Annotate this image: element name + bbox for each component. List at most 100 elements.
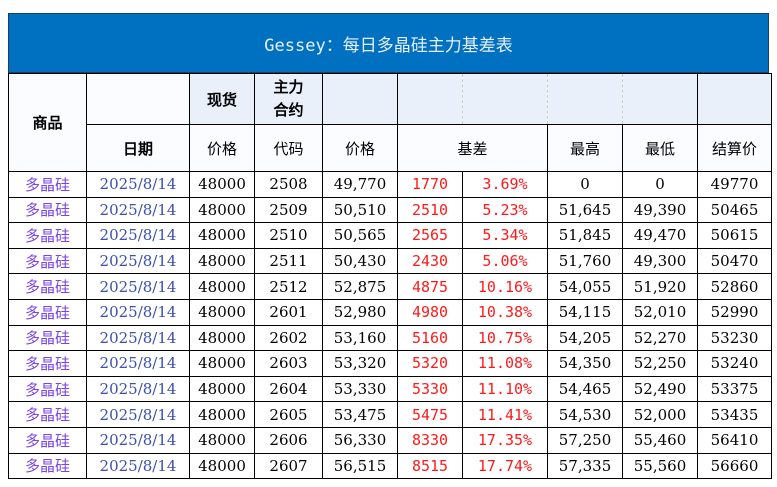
cell-date: 2025/8/14 bbox=[86, 247, 190, 275]
header-blank bbox=[322, 73, 398, 125]
cell-basis: 5475 bbox=[397, 401, 463, 428]
cell-product: 多晶硅 bbox=[8, 375, 87, 403]
table-row: 多晶硅 2025/8/14 48000 2510 50,565 2565 5.34% 51,8… bbox=[8, 222, 772, 249]
header-product: 商品 bbox=[8, 73, 87, 172]
cell-price: 52,980 bbox=[322, 298, 398, 326]
cell-basis-pct: 17.35% bbox=[462, 426, 548, 454]
cell-settle: 50615 bbox=[697, 222, 772, 249]
cell-price: 53,320 bbox=[322, 350, 398, 377]
table-row: 多晶硅 2025/8/14 48000 2509 50,510 2510 5.23% 51,6… bbox=[8, 196, 772, 224]
cell-settle: 56660 bbox=[697, 452, 772, 480]
cell-high: 57,250 bbox=[547, 426, 623, 454]
cell-basis-pct: 3.69% bbox=[462, 171, 548, 198]
cell-contract-code: 2603 bbox=[254, 350, 323, 377]
cell-contract-code: 2601 bbox=[254, 298, 323, 326]
cell-settle: 52990 bbox=[697, 298, 772, 326]
cell-settle: 50470 bbox=[697, 247, 772, 275]
basis-table-container: Gessey：每日多晶硅主力基差表 商品 现货 主力 合约 日期 价格 代码 价… bbox=[8, 13, 772, 480]
cell-basis-pct: 17.74% bbox=[462, 452, 548, 480]
header-price: 价格 bbox=[322, 124, 398, 172]
cell-date: 2025/8/14 bbox=[86, 196, 190, 224]
header-row-1: 商品 现货 主力 合约 bbox=[8, 73, 772, 172]
cell-contract-code: 2605 bbox=[254, 401, 323, 428]
table-title: Gessey：每日多晶硅主力基差表 bbox=[8, 13, 769, 73]
cell-settle: 53230 bbox=[697, 324, 772, 352]
cell-basis-pct: 11.41% bbox=[462, 401, 548, 428]
cell-price: 52,875 bbox=[322, 273, 398, 300]
header-low: 最低 bbox=[622, 124, 698, 172]
cell-contract-code: 2602 bbox=[254, 324, 323, 352]
cell-spot-price: 48000 bbox=[189, 298, 255, 326]
table-row: 多晶硅 2025/8/14 48000 2607 56,515 8515 17.74% 57,… bbox=[8, 452, 772, 480]
cell-high: 54,115 bbox=[547, 298, 623, 326]
cell-price: 49,770 bbox=[322, 171, 398, 198]
cell-basis-pct: 11.10% bbox=[462, 375, 548, 403]
cell-basis: 5320 bbox=[397, 350, 463, 377]
cell-product: 多晶硅 bbox=[8, 298, 87, 326]
cell-price: 50,430 bbox=[322, 247, 398, 275]
cell-date: 2025/8/14 bbox=[86, 452, 190, 480]
cell-settle: 52860 bbox=[697, 273, 772, 300]
cell-contract-code: 2512 bbox=[254, 273, 323, 300]
cell-date: 2025/8/14 bbox=[86, 350, 190, 377]
table-row: 多晶硅 2025/8/14 48000 2605 53,475 5475 11.41% 54,… bbox=[8, 401, 772, 428]
table-row: 多晶硅 2025/8/14 48000 2601 52,980 4980 10.38% 54,… bbox=[8, 298, 772, 326]
cell-basis: 8330 bbox=[397, 426, 463, 454]
basis-table: 商品 现货 主力 合约 日期 价格 代码 价格 基差 最高 最低 结算价 多晶硅… bbox=[8, 73, 772, 480]
cell-settle: 53435 bbox=[697, 401, 772, 428]
cell-low: 52,010 bbox=[622, 298, 698, 326]
cell-basis-pct: 5.34% bbox=[462, 222, 548, 249]
table-row: 多晶硅 2025/8/14 48000 2606 56,330 8330 17.35% 57,… bbox=[8, 426, 772, 454]
cell-product: 多晶硅 bbox=[8, 196, 87, 224]
cell-high: 57,335 bbox=[547, 452, 623, 480]
cell-basis: 2510 bbox=[397, 196, 463, 224]
cell-low: 49,470 bbox=[622, 222, 698, 249]
cell-basis-pct: 11.08% bbox=[462, 350, 548, 377]
cell-product: 多晶硅 bbox=[8, 222, 87, 249]
cell-low: 52,000 bbox=[622, 401, 698, 428]
header-blank bbox=[86, 73, 190, 125]
cell-low: 52,250 bbox=[622, 350, 698, 377]
cell-date: 2025/8/14 bbox=[86, 171, 190, 198]
cell-high: 51,760 bbox=[547, 247, 623, 275]
cell-price: 56,515 bbox=[322, 452, 398, 480]
cell-date: 2025/8/14 bbox=[86, 324, 190, 352]
cell-contract-code: 2510 bbox=[254, 222, 323, 249]
cell-price: 53,330 bbox=[322, 375, 398, 403]
cell-spot-price: 48000 bbox=[189, 196, 255, 224]
cell-basis: 4980 bbox=[397, 298, 463, 326]
cell-basis: 8515 bbox=[397, 452, 463, 480]
cell-basis: 2430 bbox=[397, 247, 463, 275]
cell-settle: 53240 bbox=[697, 350, 772, 377]
cell-date: 2025/8/14 bbox=[86, 426, 190, 454]
cell-basis-pct: 5.06% bbox=[462, 247, 548, 275]
cell-price: 53,160 bbox=[322, 324, 398, 352]
header-high: 最高 bbox=[547, 124, 623, 172]
cell-low: 52,490 bbox=[622, 375, 698, 403]
cell-low: 49,390 bbox=[622, 196, 698, 224]
cell-low: 55,560 bbox=[622, 452, 698, 480]
cell-contract-code: 2511 bbox=[254, 247, 323, 275]
cell-basis: 1770 bbox=[397, 171, 463, 198]
cell-date: 2025/8/14 bbox=[86, 298, 190, 326]
cell-high: 51,645 bbox=[547, 196, 623, 224]
table-row: 多晶硅 2025/8/14 48000 2512 52,875 4875 10.16% 54,… bbox=[8, 273, 772, 300]
cell-low: 52,270 bbox=[622, 324, 698, 352]
header-blank bbox=[462, 73, 548, 125]
table-row: 多晶硅 2025/8/14 48000 2511 50,430 2430 5.06% 51,7… bbox=[8, 247, 772, 275]
cell-spot-price: 48000 bbox=[189, 426, 255, 454]
cell-product: 多晶硅 bbox=[8, 247, 87, 275]
cell-contract-code: 2509 bbox=[254, 196, 323, 224]
table-row: 多晶硅 2025/8/14 48000 2508 49,770 1770 3.69% 0 0 49… bbox=[8, 171, 772, 198]
cell-spot-price: 48000 bbox=[189, 452, 255, 480]
cell-contract-code: 2606 bbox=[254, 426, 323, 454]
cell-product: 多晶硅 bbox=[8, 401, 87, 428]
header-main-contract: 主力 合约 bbox=[254, 73, 323, 125]
cell-price: 53,475 bbox=[322, 401, 398, 428]
cell-product: 多晶硅 bbox=[8, 452, 87, 480]
header-blank bbox=[697, 73, 772, 125]
table-row: 多晶硅 2025/8/14 48000 2602 53,160 5160 10.75% 54,… bbox=[8, 324, 772, 352]
cell-low: 0 bbox=[622, 171, 698, 198]
cell-basis: 5160 bbox=[397, 324, 463, 352]
cell-basis: 5330 bbox=[397, 375, 463, 403]
